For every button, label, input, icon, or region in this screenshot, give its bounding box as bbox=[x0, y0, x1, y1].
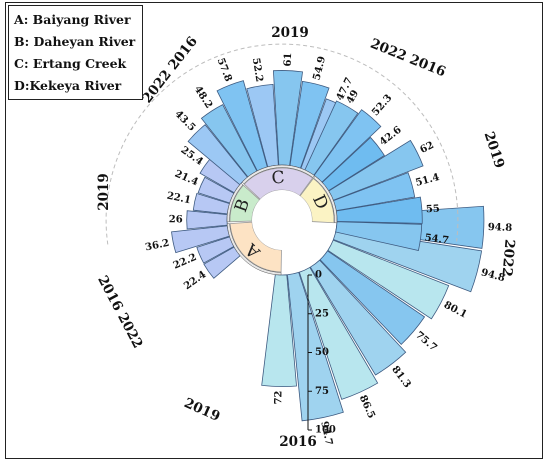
legend-item-b: B: Daheyan River bbox=[14, 34, 136, 49]
legend: A: Baiyang River B: Daheyan River C: Ert… bbox=[8, 5, 143, 100]
legend-item-c: C: Ertang Creek bbox=[14, 56, 127, 71]
value-label-b-4: 26 bbox=[169, 214, 183, 225]
sector-ring-c bbox=[241, 164, 315, 185]
bars-layer bbox=[171, 70, 485, 422]
sector-label-c: C bbox=[271, 168, 286, 189]
axis-tick-label-100: 100 bbox=[315, 425, 336, 436]
year-label-5: 2022 2016 bbox=[139, 34, 201, 107]
value-label-a-4: 81.3 bbox=[389, 364, 412, 390]
bar-a-3 bbox=[298, 266, 379, 400]
value-label-a-6: 80.1 bbox=[442, 300, 469, 321]
value-label-d-6: 55 bbox=[426, 203, 441, 215]
value-label-c-4: 52.2 bbox=[250, 57, 265, 83]
sector-ring-a bbox=[226, 223, 282, 276]
radial-axis: 0 25 50 75 100 bbox=[105, 43, 459, 436]
value-label-a-2: 94.7 bbox=[318, 420, 334, 446]
value-label-a-8: 94.8 bbox=[488, 222, 513, 234]
year-label-1: 2016 bbox=[279, 434, 317, 450]
value-label-b-3: 36.2 bbox=[144, 238, 170, 254]
value-label-c-5: 61 bbox=[283, 52, 295, 66]
value-label-d-7: 54.7 bbox=[424, 233, 450, 247]
value-label-b-2: 22.2 bbox=[172, 252, 199, 272]
axis-tick-label-75: 75 bbox=[315, 386, 329, 397]
sector-ring-b bbox=[226, 182, 244, 223]
year-label-4: 2019 bbox=[96, 173, 112, 211]
value-label-d-2: 52.3 bbox=[370, 93, 394, 119]
value-label-a-1: 72 bbox=[273, 390, 284, 404]
axis-tick-label-50: 50 bbox=[315, 347, 329, 358]
year-label-2: 2019 bbox=[182, 395, 223, 425]
year-label-9: 2022 bbox=[498, 239, 517, 278]
guide-arc bbox=[105, 43, 459, 245]
axis-tick-label-0: 0 bbox=[315, 270, 322, 281]
value-label-b-5: 22.1 bbox=[166, 191, 192, 207]
center-hole bbox=[252, 190, 312, 250]
value-label-c-3: 57.8 bbox=[215, 57, 234, 84]
value-label-b-1: 22.4 bbox=[182, 269, 208, 292]
value-label-b-6: 21.4 bbox=[173, 168, 200, 188]
bar-a-4 bbox=[309, 259, 407, 376]
value-label-c-1: 43.5 bbox=[172, 109, 197, 134]
legend-item-d: D:Kekeya River bbox=[14, 78, 122, 93]
year-label-3: 2016 2022 bbox=[94, 273, 146, 351]
year-label-6: 2019 bbox=[271, 25, 309, 41]
sector-ring-d bbox=[313, 175, 338, 224]
chart-frame bbox=[5, 2, 543, 459]
value-label-d-3: 42.6 bbox=[378, 124, 404, 148]
year-label-7: 2022 2016 bbox=[368, 36, 448, 81]
value-label-a-5: 75.7 bbox=[413, 330, 439, 354]
bar-a-6 bbox=[327, 239, 450, 320]
value-label-c-6: 54.9 bbox=[312, 55, 329, 81]
value-label-c-2: 48.2 bbox=[192, 84, 214, 110]
value-label-a-3: 86.5 bbox=[357, 394, 377, 421]
bar-a-2 bbox=[287, 271, 344, 422]
axis-tick-label-25: 25 bbox=[315, 308, 329, 319]
value-label-d-4: 62 bbox=[418, 140, 435, 156]
value-label-d-5: 51.4 bbox=[414, 172, 440, 189]
legend-item-a: A: Baiyang River bbox=[14, 12, 131, 27]
bar-a-5 bbox=[319, 250, 426, 345]
year-label-8: 2019 bbox=[481, 130, 508, 171]
